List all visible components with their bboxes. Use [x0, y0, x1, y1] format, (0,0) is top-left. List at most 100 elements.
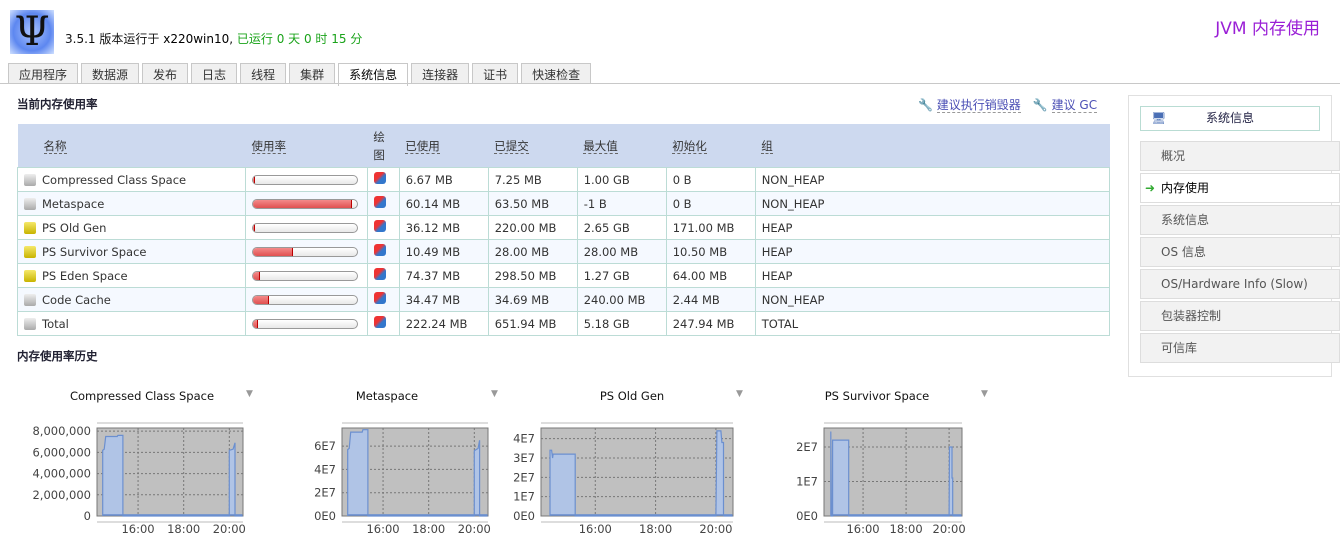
column-label: 已提交 — [494, 138, 529, 154]
column-header[interactable]: 初始化 — [666, 124, 756, 168]
usage-bar — [245, 239, 368, 264]
area-series — [102, 434, 243, 517]
sidebar-item-1[interactable]: ➜ 内存使用 — [1140, 173, 1340, 203]
sidebar-header: 🖥 系统信息 — [1140, 106, 1320, 131]
page-title: JVM 内存使用 — [1215, 19, 1320, 39]
sidebar-item-label: 内存使用 — [1161, 181, 1210, 195]
max: 1.00 GB — [576, 167, 667, 192]
arrow-right-icon: ➜ — [1145, 181, 1156, 195]
cube-icon — [24, 294, 36, 306]
tab-1[interactable]: 数据源 — [81, 63, 140, 84]
column-label: 组 — [761, 138, 773, 154]
tab-3[interactable]: 日志 — [191, 63, 238, 84]
column-header[interactable]: 组 — [755, 124, 1110, 168]
column-header[interactable]: 使用率 — [245, 124, 368, 168]
sidebar-item-label: 可信库 — [1161, 341, 1198, 355]
max: -1 B — [576, 191, 667, 216]
dropdown-arrow-icon[interactable]: ▼ — [491, 389, 498, 399]
heap-cube-icon — [24, 246, 36, 258]
table-row: Metaspace 60.14 MB 63.50 MB -1 B 0 B NON… — [17, 191, 1111, 216]
max: 1.27 GB — [576, 263, 667, 288]
column-label: 名称 — [43, 138, 67, 154]
history-chart: Metaspace ▼ 16:00 18:00 20:00 0E0 2E7 4E7 6E7 — [262, 385, 507, 545]
chart-cube-icon — [373, 268, 386, 280]
chart-cube-icon — [373, 316, 386, 328]
divider — [0, 83, 1340, 84]
x-tick-label: 16:00 — [366, 522, 399, 536]
tab-8[interactable]: 证书 — [472, 63, 519, 84]
tab-4[interactable]: 线程 — [240, 63, 287, 84]
y-tick-label: 0E0 — [314, 509, 336, 523]
y-tick-label: 0 — [84, 509, 91, 523]
group: NON_HEAP — [754, 167, 1111, 192]
run-finalizer-button[interactable]: 🔧 建议执行销毁器 — [918, 98, 1021, 113]
sidebar: 🖥 系统信息 概况 ➜ 内存使用系统信息 OS 信息 OS/Hardware Info (… — [1128, 95, 1340, 377]
chart-cube-icon — [373, 292, 386, 304]
usage-bar — [245, 215, 368, 240]
sidebar-item-4[interactable]: OS/Hardware Info (Slow) — [1140, 269, 1340, 299]
committed: 651.94 MB — [487, 311, 578, 336]
max: 2.65 GB — [576, 215, 667, 240]
plot-button[interactable] — [366, 167, 400, 192]
tab-9[interactable]: 快速检查 — [521, 63, 592, 84]
tab-6[interactable]: 系统信息 — [338, 63, 409, 86]
version-info: 3.5.1 版本运行于 x220win10, 已运行 0 天 0 时 15 分 — [65, 32, 363, 46]
chart-title: Metaspace — [355, 389, 419, 403]
dropdown-arrow-icon[interactable]: ▼ — [736, 389, 743, 399]
current-usage-heading: 当前内存使用率 — [17, 97, 98, 111]
group: TOTAL — [754, 311, 1111, 336]
plot-button[interactable] — [366, 287, 400, 312]
column-label: 使用率 — [251, 138, 286, 154]
tab-7[interactable]: 连接器 — [411, 63, 470, 84]
tab-0[interactable]: 应用程序 — [8, 63, 79, 84]
sidebar-item-label: OS 信息 — [1161, 245, 1206, 259]
cube-icon — [24, 318, 36, 330]
x-tick-label: 20:00 — [458, 522, 491, 536]
sidebar-item-5[interactable]: 包装器控制 — [1140, 301, 1340, 331]
sidebar-item-2[interactable]: 系统信息 — [1140, 205, 1340, 235]
plot-button[interactable] — [366, 239, 400, 264]
memory-table: 名称 使用率 绘图 已使用 已提交 最大值 初始化 组 Compressed Class Sp… — [17, 124, 1111, 336]
column-label: 绘图 — [373, 129, 385, 162]
x-tick-label: 18:00 — [890, 522, 923, 536]
sidebar-item-6[interactable]: 可信库 — [1140, 333, 1340, 363]
tab-5[interactable]: 集群 — [289, 63, 336, 84]
column-header[interactable]: 绘图 — [367, 124, 400, 168]
computer-icon: 🖥 — [1151, 111, 1167, 125]
table-row: Compressed Class Space 6.67 MB 7.25 MB 1… — [17, 167, 1111, 192]
x-tick-label: 20:00 — [933, 522, 966, 536]
sidebar-item-0[interactable]: 概况 — [1140, 141, 1340, 171]
y-tick-label: 0E0 — [796, 509, 818, 523]
chart-title: Compressed Class Space — [69, 389, 215, 403]
dropdown-arrow-icon[interactable]: ▼ — [246, 389, 253, 399]
history-chart: Compressed Class Space ▼ 16:00 18:00 20:00 0 2… — [17, 385, 262, 545]
x-tick-label: 18:00 — [412, 522, 445, 536]
init: 64.00 MB — [665, 263, 756, 288]
table-row: PS Survivor Space 10.49 MB 28.00 MB 28.0… — [17, 239, 1111, 264]
init: 10.50 MB — [665, 239, 756, 264]
max: 28.00 MB — [576, 239, 667, 264]
plot-button[interactable] — [366, 215, 400, 240]
y-tick-label: 2,000,000 — [32, 488, 91, 502]
table-row: Code Cache 34.47 MB 34.69 MB 240.00 MB 2… — [17, 287, 1111, 312]
column-header[interactable]: 名称 — [17, 124, 246, 168]
run-gc-button[interactable]: 🔧 建议 GC — [1032, 98, 1098, 113]
sidebar-item-label: 系统信息 — [1161, 213, 1210, 227]
column-header[interactable]: 已提交 — [488, 124, 578, 168]
column-header[interactable]: 最大值 — [577, 124, 667, 168]
tab-2[interactable]: 发布 — [142, 63, 189, 84]
column-header[interactable]: 已使用 — [399, 124, 489, 168]
committed: 298.50 MB — [487, 263, 578, 288]
plot-button[interactable] — [366, 263, 400, 288]
x-tick-label: 16:00 — [121, 522, 154, 536]
heap-cube-icon — [24, 222, 36, 234]
chart-cube-icon — [373, 172, 386, 184]
plot-button[interactable] — [366, 191, 400, 216]
column-label: 最大值 — [583, 138, 618, 154]
area-series — [830, 431, 962, 517]
group: HEAP — [754, 263, 1111, 288]
sidebar-item-3[interactable]: OS 信息 — [1140, 237, 1340, 267]
history-heading: 内存使用率历史 — [17, 349, 98, 363]
dropdown-arrow-icon[interactable]: ▼ — [981, 389, 988, 399]
plot-button[interactable] — [366, 311, 400, 336]
